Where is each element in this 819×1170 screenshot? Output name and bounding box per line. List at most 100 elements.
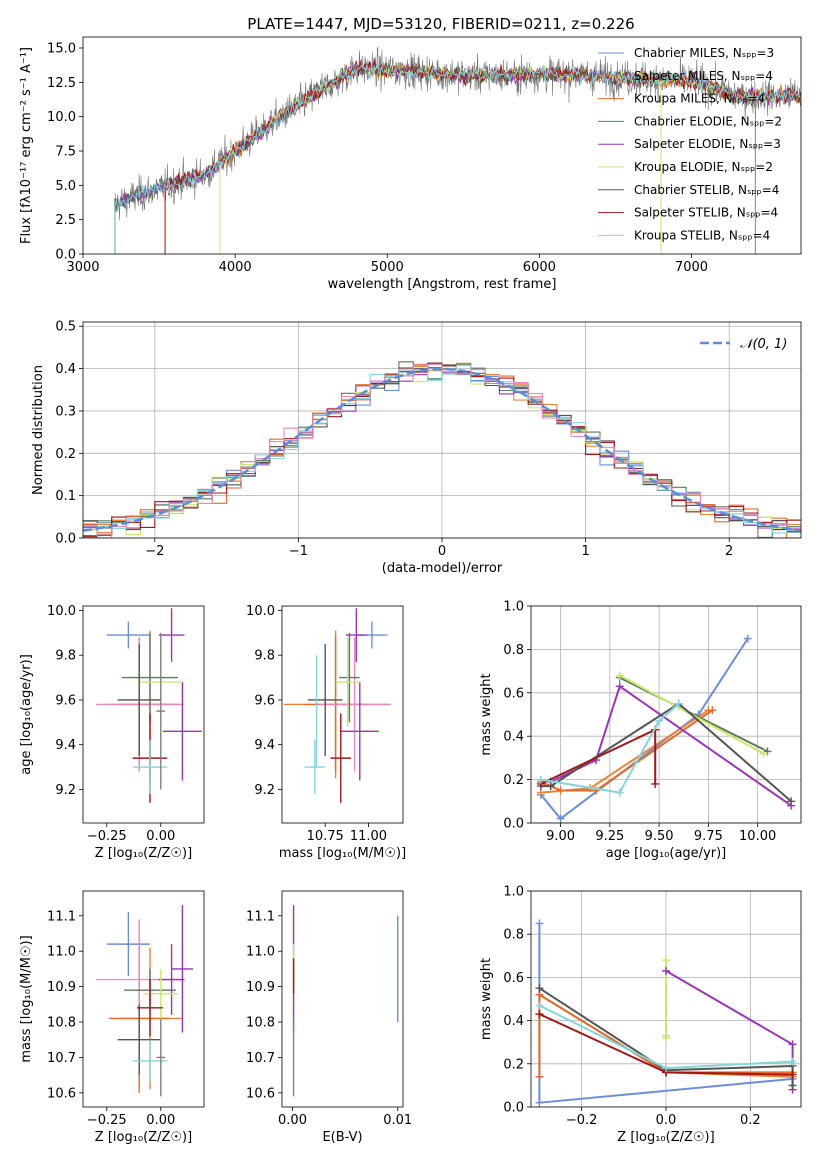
y-tick-label: 10.8 xyxy=(47,1016,76,1031)
plus-marker xyxy=(615,671,624,680)
age-vs-z-panel: −0.25 0.00 9.2 9.4 9.6 9.8 10.0 Z [log₁₀(Z/Z☉)]… xyxy=(19,604,205,861)
plus-marker xyxy=(655,717,664,726)
plus-marker xyxy=(615,682,624,691)
plot-area xyxy=(292,905,399,1097)
y-tick-label: 10.6 xyxy=(47,1086,76,1101)
x-tick-label: −0.25 xyxy=(87,829,127,844)
x-axis-label: Z [log₁₀(Z/Z☉)] xyxy=(95,1130,192,1145)
y-tick-label: 0.1 xyxy=(55,489,76,504)
axes-frame xyxy=(82,890,205,1108)
plus-marker xyxy=(674,699,683,708)
y-tick-label: 0.0 xyxy=(55,248,76,263)
y-tick-label: 0.4 xyxy=(503,730,524,745)
age-vs-mass-panel: 10.75 11.00 9.2 9.4 9.6 9.8 10.0 mass [log₁₀(M/… xyxy=(246,604,406,861)
y-tick-label: 9.4 xyxy=(55,738,76,753)
x-tick-label: 3000 xyxy=(66,260,99,275)
y-tick-label: 11.1 xyxy=(47,909,76,924)
gaussian-reference-curve xyxy=(83,367,801,532)
plus-marker xyxy=(535,1072,544,1081)
y-axis-label: mass weight xyxy=(479,673,494,755)
x-tick-label: 0 xyxy=(438,544,446,559)
y-tick-label: 5.0 xyxy=(55,179,76,194)
y-tick-label: 9.8 xyxy=(55,649,76,664)
plus-marker xyxy=(535,919,544,928)
plus-marker xyxy=(788,1040,797,1049)
plus-marker xyxy=(743,634,752,643)
mass-weight-vs-age-panel: 9.00 9.25 9.50 9.75 10.00 0.0 0.2 0.4 0.6 0.8 1.0 a… xyxy=(479,600,802,861)
x-axis-label: Z [log₁₀(Z/Z☉)] xyxy=(617,1130,714,1145)
model-spectrum-line xyxy=(114,60,801,254)
y-tick-label: 10.9 xyxy=(47,980,76,995)
y-tick-label: 7.5 xyxy=(55,144,76,159)
x-tick-label: 10.00 xyxy=(739,829,776,844)
legend-label: Kroupa STELIB, Nₛₚₚ=4 xyxy=(634,228,770,242)
y-axis-label: mass weight xyxy=(479,958,494,1040)
y-tick-label: 15.0 xyxy=(47,41,76,56)
x-tick-label: 0.00 xyxy=(146,829,175,844)
y-tick-label: 0.6 xyxy=(503,686,524,701)
y-tick-label: 10.0 xyxy=(246,604,275,619)
x-tick-label: 11.00 xyxy=(350,829,387,844)
plot-area xyxy=(95,608,202,803)
y-tick-label: 0.0 xyxy=(503,1101,524,1116)
mass-weight-series-line xyxy=(540,702,792,803)
plus-marker xyxy=(615,788,624,797)
x-axis-label: E(B-V) xyxy=(322,1130,362,1145)
axes-frame xyxy=(82,605,205,824)
axes-frame xyxy=(281,890,404,1108)
x-tick-label: 0.00 xyxy=(278,1113,307,1128)
y-tick-label: 9.8 xyxy=(254,649,275,664)
mass-weight-vs-z-panel: −0.2 0.0 0.2 0.0 0.2 0.4 0.6 0.8 1.0 Z [log₁₀(Z/Z… xyxy=(479,885,802,1145)
plus-marker xyxy=(787,797,796,806)
mass-weight-series-line xyxy=(540,702,680,794)
x-tick-label: 5000 xyxy=(371,260,404,275)
legend-label: Chabrier ELODIE, Nₛₚₚ=2 xyxy=(634,114,782,128)
plus-marker xyxy=(535,1098,544,1107)
plus-marker xyxy=(556,814,565,823)
y-tick-label: 0.4 xyxy=(503,1014,524,1029)
y-axis-label: mass [log₁₀(M/M☉)] xyxy=(19,935,34,1062)
x-tick-label: 4000 xyxy=(219,260,252,275)
plot-area xyxy=(531,891,801,1107)
residual-histogram-panel: −2 −1 0 1 2 0.0 0.1 0.2 0.3 0.4 0.5 (data-model)/er… xyxy=(31,320,802,576)
x-tick-label: 0.0 xyxy=(656,1113,677,1128)
x-tick-label: 9.50 xyxy=(645,829,674,844)
y-tick-label: 11.0 xyxy=(246,945,275,960)
model-spectrum-line xyxy=(114,63,801,254)
y-tick-label: 0.2 xyxy=(503,1057,524,1072)
x-tick-label: 10.75 xyxy=(307,829,344,844)
plus-marker xyxy=(788,1070,797,1079)
plot-area xyxy=(83,322,801,538)
plus-marker xyxy=(788,1057,797,1066)
y-tick-label: 0.4 xyxy=(55,362,76,377)
legend-label: Kroupa MILES, Nₛₚₚ=4 xyxy=(634,92,765,106)
mass-vs-z-panel: −0.25 0.00 10.6 10.7 10.8 10.9 11.0 11.1 Z [log₁… xyxy=(19,890,205,1145)
plus-marker xyxy=(662,1064,670,1073)
plus-marker xyxy=(535,1001,544,1010)
mass-vs-ebv-panel: 0.00 0.01 10.6 10.7 10.8 10.9 11.0 11.1 E(B-V) xyxy=(246,890,412,1145)
x-tick-label: −1 xyxy=(289,544,308,559)
x-axis-label: (data-model)/error xyxy=(382,561,503,576)
y-axis-label: Flux [fλ10⁻¹⁷ erg cm⁻² s⁻¹ A⁻¹] xyxy=(19,47,34,244)
plus-marker xyxy=(662,1033,670,1042)
plus-marker xyxy=(651,779,660,788)
y-tick-label: 1.0 xyxy=(503,600,524,615)
y-tick-label: 1.0 xyxy=(503,885,524,900)
mass-weight-series-line xyxy=(538,992,793,1077)
y-tick-label: 0.0 xyxy=(55,532,76,547)
axes-frame xyxy=(530,890,802,1108)
mass-weight-series-line xyxy=(540,709,709,794)
x-tick-label: 9.00 xyxy=(546,829,575,844)
y-tick-label: 0.3 xyxy=(55,404,76,419)
plot-area xyxy=(95,905,194,1097)
y-tick-label: 0.2 xyxy=(55,447,76,462)
y-tick-label: 10.9 xyxy=(246,980,275,995)
y-tick-label: 10.8 xyxy=(246,1016,275,1031)
plus-marker xyxy=(556,786,565,795)
y-tick-label: 9.6 xyxy=(254,693,275,708)
plus-marker xyxy=(546,782,555,791)
axes-frame xyxy=(82,36,802,255)
x-tick-label: −0.25 xyxy=(87,1113,127,1128)
plus-marker xyxy=(708,706,717,715)
